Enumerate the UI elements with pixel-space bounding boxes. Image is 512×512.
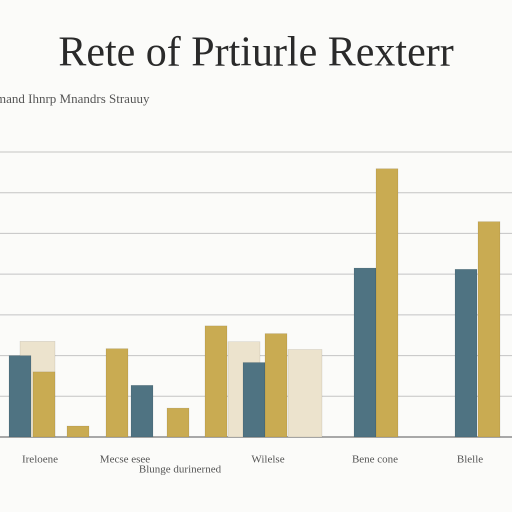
bar (287, 349, 323, 438)
bar (264, 333, 288, 438)
bar (477, 221, 501, 438)
bar (130, 385, 154, 438)
chart-subtitle: mand Ihnrp Mnandrs Strauuy (0, 91, 150, 106)
bar (66, 425, 90, 438)
bar (8, 355, 32, 438)
annotation: Blunge durinerned (139, 464, 222, 476)
bar (105, 348, 129, 438)
x-tick-label: Bene cone (352, 454, 398, 466)
chart-title: Rete of Prtiurle Rexterr (58, 30, 453, 76)
bar (204, 325, 228, 438)
bar (32, 371, 56, 438)
x-tick-label: Blelle (457, 454, 483, 466)
bar (166, 407, 190, 438)
bar (375, 168, 399, 438)
bar (454, 269, 478, 438)
x-tick-label: Mecse esee (100, 454, 151, 466)
bar (242, 362, 266, 438)
bar (353, 267, 377, 438)
x-tick-label: Ireloene (22, 454, 58, 466)
x-tick-label: Wilelse (251, 454, 284, 466)
